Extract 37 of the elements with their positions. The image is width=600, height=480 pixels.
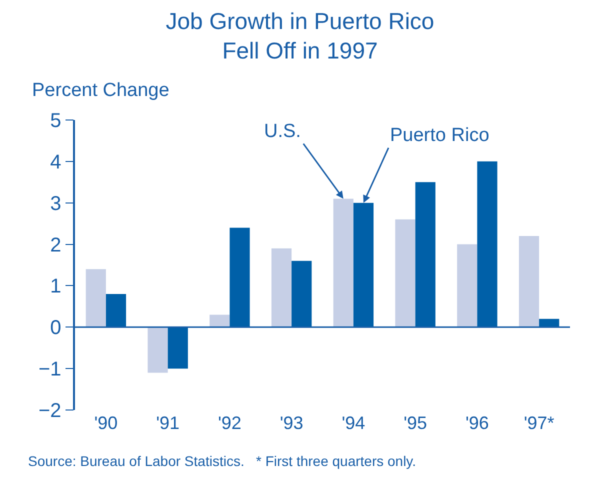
bar [292,260,312,328]
y-tick-label: 2 [50,234,62,256]
x-tick-label: '90 [94,413,118,433]
bar [271,248,292,328]
y-tick-label: −2 [38,400,62,422]
bar [518,236,540,328]
bar [353,202,374,328]
x-tick-label: '97* [524,413,554,433]
y-tick-label: 3 [50,192,62,215]
y-axis-title: Percent Change [32,80,170,101]
x-tick-label: '93 [280,413,304,433]
y-tick-label: −1 [38,358,62,381]
bar [86,269,106,328]
bar [148,327,168,373]
series-label: Puerto Rico [390,125,490,146]
y-tick-label: 0 [50,317,62,340]
x-tick-label: '91 [156,413,180,433]
bar [477,161,498,328]
bar [168,327,188,369]
bar [457,244,478,328]
chart-title: Job Growth in Puerto Rico Fell Off in 1997 [166,8,434,64]
text: U.S. [264,121,301,142]
x-tick-label: '92 [218,413,242,433]
y-tick-label: 4 [50,151,62,174]
x-tick-label: '95 [404,413,428,433]
bar [333,198,354,328]
y-tick-label: 5 [50,110,62,132]
source-note: Source: Bureau of Labor Statistics. * First three quarters only. [28,453,416,469]
x-tick-label: '94 [342,413,366,433]
x-tick-label: '96 [465,413,489,433]
bar [210,314,230,328]
bar [106,294,126,328]
y-tick-label: 1 [50,276,62,298]
bar [539,318,560,328]
bar [230,228,250,328]
bar [395,219,416,328]
bar [415,182,436,328]
